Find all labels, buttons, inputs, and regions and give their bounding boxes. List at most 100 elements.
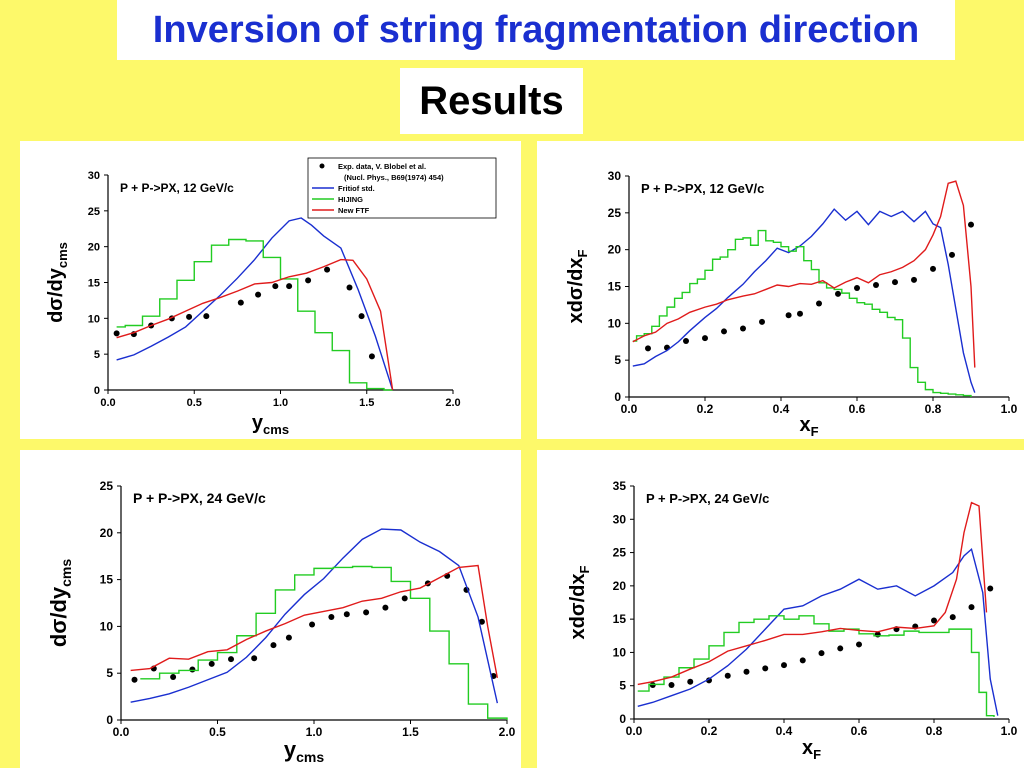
data-point [740,325,746,332]
y-tick-label: 5 [614,353,621,367]
data-point [382,604,389,611]
data-point [687,678,694,685]
data-point [759,318,765,325]
x-axis-label: xF [799,414,818,439]
data-point [170,673,177,680]
data-point [835,290,841,297]
data-point [987,585,994,592]
data-point [363,609,370,616]
x-tick-label: 2.0 [445,397,460,409]
data-point [203,313,210,320]
data-point [358,313,365,320]
series-line-new-ftf [632,180,976,368]
results-heading-box: Results [400,68,583,134]
y-tick-label: 25 [613,546,627,560]
x-tick-label: 0.8 [925,402,942,416]
data-point [968,604,975,611]
chart-panel-dsdy-12gev: 0.0 0.5 1.0 1.5 2.0 0 5 10 15 20 25 30 ycms dσ/dycms P… [20,141,521,439]
x-tick-label: 0.6 [851,724,868,738]
x-tick-label: 0.0 [100,397,115,409]
y-tick-label: 10 [608,316,622,330]
data-point [255,291,262,298]
data-point [854,284,860,291]
data-point [721,328,727,335]
data-point [401,595,408,602]
series-line-hijing [116,238,393,391]
series-line-fritiof-std [637,547,999,716]
legend-label: (Nucl. Phys., B69(1974) 454) [344,173,444,182]
data-point [762,665,769,672]
y-tick-label: 15 [100,573,114,587]
chart-panel-xf-24gev: 0.0 0.2 0.4 0.6 0.8 1.0 0 5 10 15 20 25 30 35 xF xdσ/dx… [537,450,1024,768]
x-tick-label: 0.5 [187,397,202,409]
data-point [837,645,844,652]
x-tick-label: 0.4 [773,402,790,416]
y-tick-label: 10 [88,313,100,325]
data-point [892,279,898,286]
data-point [668,682,675,689]
data-point [189,666,196,673]
slide-title-box: Inversion of string fragmentation direct… [117,0,955,60]
data-point [816,300,822,307]
data-point [856,641,862,648]
series-line-new-ftf [637,501,988,686]
y-tick-label: 0 [94,385,100,397]
x-tick-label: 0.0 [621,402,638,416]
legend-label: New FTF [338,206,370,215]
data-point [478,618,485,625]
y-tick-label: 0 [614,390,621,404]
data-point [343,611,350,618]
data-point [237,299,244,306]
x-tick-label: 0.2 [697,402,714,416]
data-point [208,660,215,667]
data-point [346,284,353,291]
y-axis-label: dσ/dycms [45,242,70,323]
data-point [949,251,955,258]
y-tick-label: 20 [608,243,622,257]
x-tick-label: 1.5 [359,397,374,409]
data-point [228,656,235,663]
chart-svg: 0.0 0.2 0.4 0.6 0.8 1.0 0 5 10 15 20 25 30 35 xF xdσ/dx… [567,479,1018,762]
x-tick-label: 0.5 [209,725,226,739]
series-line-hijing [632,229,972,397]
legend-label: Exp. data, V. Blobel et al. [338,162,426,171]
y-tick-label: 20 [88,242,100,254]
x-tick-label: 0.8 [926,724,943,738]
x-tick-label: 1.0 [273,397,288,409]
series-line-hijing [140,565,508,720]
data-point [645,345,651,352]
series-line-fritiof-std [632,208,976,393]
data-point [724,672,731,679]
x-tick-label: 0.2 [701,724,718,738]
chart-annotation: P + P->PX, 12 GeV/c [120,181,234,195]
data-point [131,676,138,683]
y-tick-label: 5 [106,666,113,680]
data-point [324,266,331,273]
data-point [968,221,974,228]
y-tick-label: 0 [106,713,113,727]
x-tick-label: 1.0 [1001,724,1018,738]
data-point [186,313,193,320]
data-point [930,265,936,272]
x-tick-label: 0.6 [849,402,866,416]
y-tick-label: 30 [608,169,622,183]
y-tick-label: 20 [613,579,627,593]
y-axis-label: dσ/dycms [46,559,74,648]
x-axis-label: ycms [252,412,289,437]
y-tick-label: 35 [613,479,627,493]
y-tick-label: 15 [608,280,622,294]
data-point [305,277,312,284]
results-heading: Results [419,78,564,123]
data-point [911,276,917,283]
data-point [328,614,335,621]
x-tick-label: 0.0 [626,724,643,738]
y-tick-label: 25 [608,206,622,220]
x-tick-label: 1.0 [306,725,323,739]
data-point [113,330,120,337]
data-point [785,312,792,319]
data-point [949,614,956,621]
y-tick-label: 30 [613,512,627,526]
chart-svg: 0.0 0.2 0.4 0.6 0.8 1.0 0 5 10 15 20 25 30 xF xdσ/dxF P… [565,169,1018,439]
y-tick-label: 25 [88,206,100,218]
y-tick-label: 30 [88,170,100,182]
